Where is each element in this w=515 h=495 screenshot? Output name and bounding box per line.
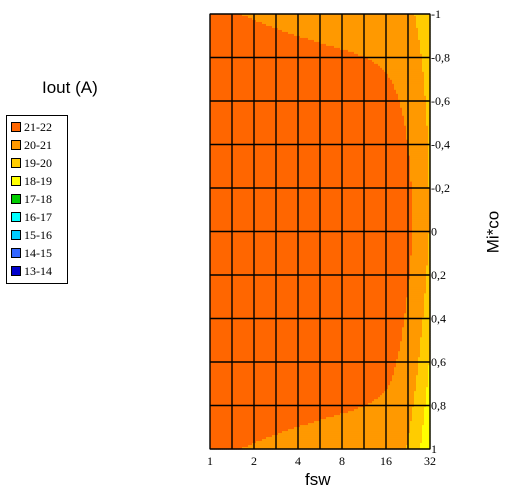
contour-chart: 1 2 4 8 16 32 -1-0,8-0,6-0,4-0,200,20,40,60,8… (0, 0, 515, 495)
